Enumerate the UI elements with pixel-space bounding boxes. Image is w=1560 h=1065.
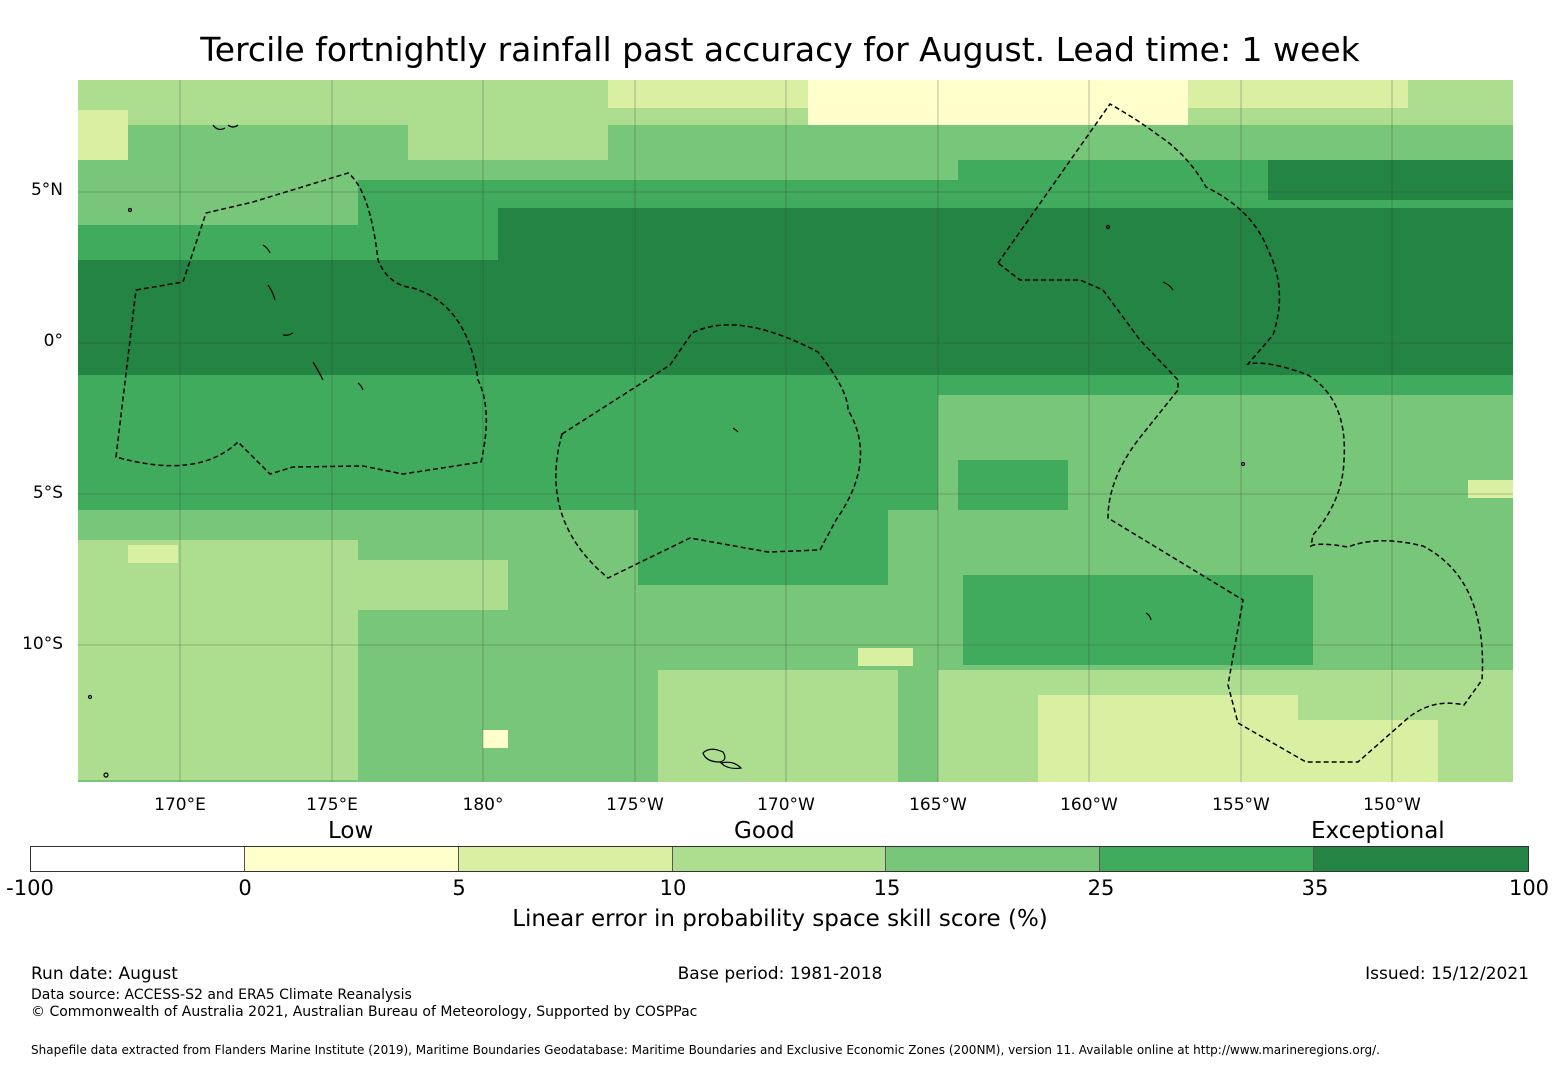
colorbar-segment [244, 847, 459, 871]
colorbar-label: Linear error in probability space skill … [512, 906, 1048, 932]
colorbar-segment [672, 847, 887, 871]
skill-map [78, 80, 1513, 782]
lon-label-170e: 170°E [154, 795, 206, 815]
legend-category-low: Low [328, 818, 374, 844]
lat-label-0: 0° [43, 331, 63, 351]
shapefile-credit: Shapefile data extracted from Flanders M… [31, 1043, 1380, 1057]
skill-band-south-light-2 [333, 560, 508, 610]
colorbar-tick: 100 [1508, 876, 1550, 900]
skill-band-equatorial-2 [498, 208, 1513, 268]
skill-band-south-mid-2 [78, 395, 938, 510]
skill-band-south-mid-3 [638, 510, 888, 585]
island-dot-2 [1105, 224, 1111, 230]
colorbar-tick: 0 [238, 876, 252, 900]
eez-boundary-tokelau [555, 324, 862, 579]
lon-label-160w: 160°W [1060, 795, 1118, 815]
skill-patch-south-4 [483, 730, 508, 748]
skill-band-south-light-1 [78, 540, 358, 780]
map-gridlines [78, 80, 1513, 782]
colorbar-segment [886, 847, 1101, 871]
island-dot-3 [1240, 461, 1246, 467]
skill-patch-north-3 [1188, 80, 1408, 108]
colorbar-segment [458, 847, 673, 871]
skill-band-south-mid-5 [963, 575, 1313, 665]
base-period: Base period: 1981-2018 [677, 964, 883, 984]
skill-patch-north-1 [608, 80, 808, 108]
island-nanumea [262, 244, 271, 254]
lon-label-180: 180° [462, 795, 504, 815]
colorbar-tick: 15 [873, 876, 901, 900]
colorbar-tick: 10 [659, 876, 687, 900]
lon-label-175e: 175°E [306, 795, 358, 815]
skill-band-equatorial [78, 260, 1513, 375]
skill-patch-south-5 [858, 648, 913, 666]
skill-map-canvas [78, 80, 1513, 782]
map-title: Tercile fortnightly rainfall past accura… [200, 30, 1360, 69]
skill-band-south-light-3 [658, 670, 898, 782]
island-dot-1 [127, 207, 133, 213]
island-swains [732, 427, 739, 433]
colorbar-segment [31, 847, 245, 871]
colorbar [30, 846, 1529, 872]
island-samoa-east [719, 761, 743, 770]
island-dot-4 [103, 772, 109, 778]
lat-label-5s: 5°S [32, 483, 63, 503]
colorbar-tick: 5 [452, 876, 466, 900]
skill-patch-south-2 [1238, 720, 1438, 782]
run-date: Run date: August [31, 964, 178, 984]
colorbar-segment [1314, 847, 1528, 871]
lon-label-175w: 175°W [606, 795, 664, 815]
skill-patch-north-5 [78, 110, 128, 160]
island-funafuti [267, 284, 276, 301]
islands [87, 124, 1246, 778]
skill-band-south-mid [78, 375, 1513, 395]
island-penrhyn [1145, 612, 1152, 621]
lon-label-165w: 165°W [909, 795, 967, 815]
island-niulakita [357, 382, 364, 391]
issued-date: Issued: 15/12/2021 [1365, 964, 1529, 984]
eez-boundary-tuvalu [115, 172, 488, 475]
legend-category-exceptional: Exceptional [1311, 818, 1445, 844]
island-samoa [702, 748, 726, 763]
colorbar-tick: -100 [6, 876, 54, 900]
lon-label-170w: 170°W [757, 795, 815, 815]
skill-band-south-mid-4 [958, 460, 1068, 510]
island-kiritimati [1162, 281, 1174, 291]
colorbar-segment [1100, 847, 1315, 871]
skill-patch-south-3 [128, 545, 178, 563]
island-west-1 [212, 124, 226, 131]
skill-band-equatorial-3 [1268, 160, 1513, 200]
lon-label-155w: 155°W [1212, 795, 1270, 815]
island-niutao [282, 332, 294, 336]
island-west-2 [227, 124, 239, 128]
colorbar-tick: 35 [1301, 876, 1329, 900]
skill-patch-south-6 [1468, 480, 1513, 498]
data-source: Data source: ACCESS-S2 and ERA5 Climate … [31, 987, 412, 1003]
colorbar-tick: 25 [1087, 876, 1115, 900]
copyright: © Commonwealth of Australia 2021, Austra… [31, 1004, 698, 1020]
skill-patch-north-2 [808, 80, 1188, 125]
island-nukufetau [312, 361, 324, 381]
island-dot-5 [87, 694, 93, 700]
lat-label-10s: 10°S [22, 634, 63, 654]
skill-patch-north-4 [408, 125, 608, 160]
lon-label-150w: 150°W [1363, 795, 1421, 815]
lat-label-5n: 5°N [30, 180, 63, 200]
legend-category-good: Good [734, 818, 795, 844]
